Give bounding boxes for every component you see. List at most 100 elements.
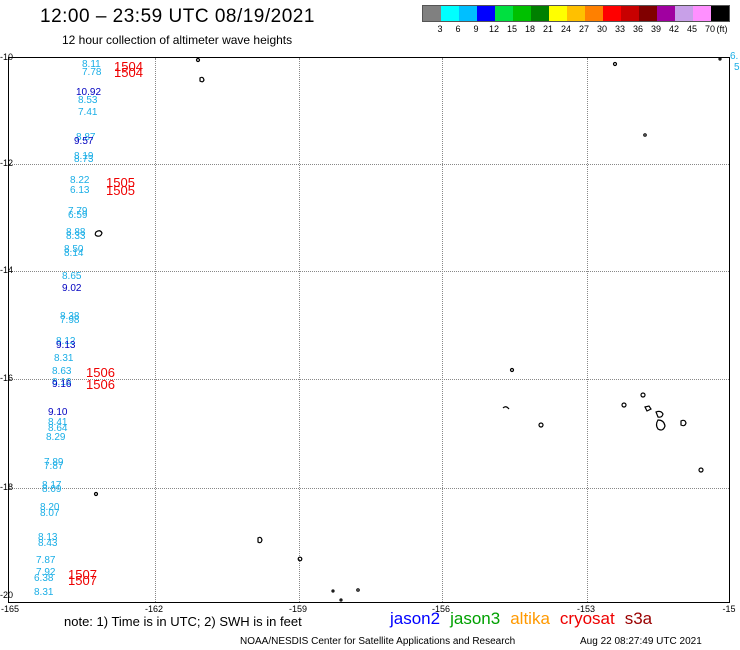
swh-value: 7.87 <box>44 461 64 472</box>
lat-label: -20 <box>0 590 14 600</box>
timestamp: Aug 22 08:27:49 UTC 2021 <box>580 636 702 647</box>
legend-swatch <box>513 6 531 21</box>
legend-swatch <box>567 6 585 21</box>
lon-label: -156 <box>431 604 451 614</box>
swh-value: 7.79 <box>68 206 88 217</box>
cycle-number: 1505 <box>106 183 135 198</box>
swh-value: 8.73 <box>74 154 94 165</box>
legend-swatch <box>549 6 567 21</box>
swh-value: 8.17 <box>42 480 62 491</box>
swh-value: 8.50 <box>64 244 84 255</box>
legend-swatch <box>603 6 621 21</box>
swh-value: 8.41 <box>48 417 68 428</box>
legend-label: 45 <box>686 24 698 34</box>
edge-value: 6. <box>730 51 739 62</box>
lon-label: -153 <box>576 604 596 614</box>
legend-label: 39 <box>650 24 662 34</box>
legend-label: (ft) <box>716 24 728 34</box>
swh-value: 8.29 <box>46 432 66 443</box>
swh-value: 8.38 <box>60 311 80 322</box>
lon-label: -162 <box>144 604 164 614</box>
legend-swatch <box>693 6 711 21</box>
swh-value: 8.53 <box>78 95 98 106</box>
swh-value: 9.57 <box>74 136 94 147</box>
legend-swatch <box>531 6 549 21</box>
swh-value: 7.78 <box>82 67 102 78</box>
swh-value: 8.31 <box>34 587 54 598</box>
cycle-number: 1507 <box>68 573 97 588</box>
legend-label: 30 <box>596 24 608 34</box>
swh-value: 8.31 <box>54 353 74 364</box>
swh-value: 8.19 <box>74 151 94 162</box>
legend-swatch <box>441 6 459 21</box>
legend-label: 24 <box>560 24 572 34</box>
mission-name: s3a <box>624 609 653 628</box>
swh-value: 6.59 <box>68 210 88 221</box>
cycle-number: 1505 <box>106 175 135 190</box>
swh-value: 9.16 <box>52 379 72 390</box>
swh-value: 8.65 <box>62 271 82 282</box>
legend-swatch <box>477 6 495 21</box>
legend-label: 21 <box>542 24 554 34</box>
swh-value: 8.14 <box>64 248 84 259</box>
lon-label: -159 <box>288 604 308 614</box>
swh-value: 8.63 <box>52 366 72 377</box>
legend-swatch <box>459 6 477 21</box>
lon-label: -165 <box>0 604 20 614</box>
legend-swatch <box>585 6 603 21</box>
swh-value: 8.20 <box>40 502 60 513</box>
swh-value: 7.92 <box>36 567 56 578</box>
legend-swatch <box>675 6 693 21</box>
lat-label: -10 <box>0 52 14 62</box>
mission-name: cryosat <box>559 609 615 628</box>
legend-label: 42 <box>668 24 680 34</box>
cycle-number: 1507 <box>68 567 97 582</box>
legend-label: 15 <box>506 24 518 34</box>
mission-name: jason3 <box>450 609 501 628</box>
mission-legend: jason2 jason3 altika cryosat s3a <box>390 609 662 629</box>
swh-value: 8.12 <box>56 336 76 347</box>
swh-value: 8.13 <box>38 532 58 543</box>
swh-value: 6.38 <box>34 573 54 584</box>
cycle-number: 1506 <box>86 365 115 380</box>
mission-name: altika <box>510 609 550 628</box>
swh-value: 9.13 <box>56 340 76 351</box>
cycle-number: 1504 <box>114 65 143 80</box>
legend-label: 36 <box>632 24 644 34</box>
swh-value: 7.98 <box>60 315 80 326</box>
legend-label: 27 <box>578 24 590 34</box>
swh-value: 7.89 <box>44 457 64 468</box>
lat-label: -18 <box>0 482 14 492</box>
swh-value: 8.33 <box>66 231 86 242</box>
credit-line: NOAA/NESDIS Center for Satellite Applica… <box>240 636 516 647</box>
swh-value: 10.92 <box>76 87 102 98</box>
legend-label: 9 <box>473 24 479 34</box>
swh-value: 8.16 <box>52 377 72 388</box>
legend-label: 70 <box>704 24 716 34</box>
legend-label: 33 <box>614 24 626 34</box>
swh-value: 8.88 <box>66 227 86 238</box>
swh-value: 7.41 <box>78 107 98 118</box>
legend-swatch <box>657 6 675 21</box>
legend-label: 18 <box>524 24 536 34</box>
lat-label: -16 <box>0 373 14 383</box>
legend-swatch <box>495 6 513 21</box>
swh-value: 6.13 <box>70 185 90 196</box>
lat-label: -14 <box>0 265 14 275</box>
cycle-number: 1506 <box>86 377 115 392</box>
swh-value: 8.64 <box>48 423 68 434</box>
legend-label: 3 <box>437 24 443 34</box>
legend-swatch <box>621 6 639 21</box>
swh-value: 8.22 <box>70 175 90 186</box>
map-subtitle: 12 hour collection of altimeter wave hei… <box>62 33 293 47</box>
swh-value: 8.07 <box>40 508 60 519</box>
legend-label: 6 <box>455 24 461 34</box>
edge-value: 5 <box>734 62 740 73</box>
footnote: note: 1) Time is in UTC; 2) SWH is in fe… <box>64 614 302 629</box>
swh-value: 8.11 <box>82 59 101 70</box>
lat-label: -12 <box>0 158 14 168</box>
legend-swatch <box>639 6 657 21</box>
map-title: 12:00 – 23:59 UTC 08/19/2021 <box>40 6 315 27</box>
swh-value: 7.87 <box>36 555 56 566</box>
swh-value: 8.87 <box>76 132 96 143</box>
